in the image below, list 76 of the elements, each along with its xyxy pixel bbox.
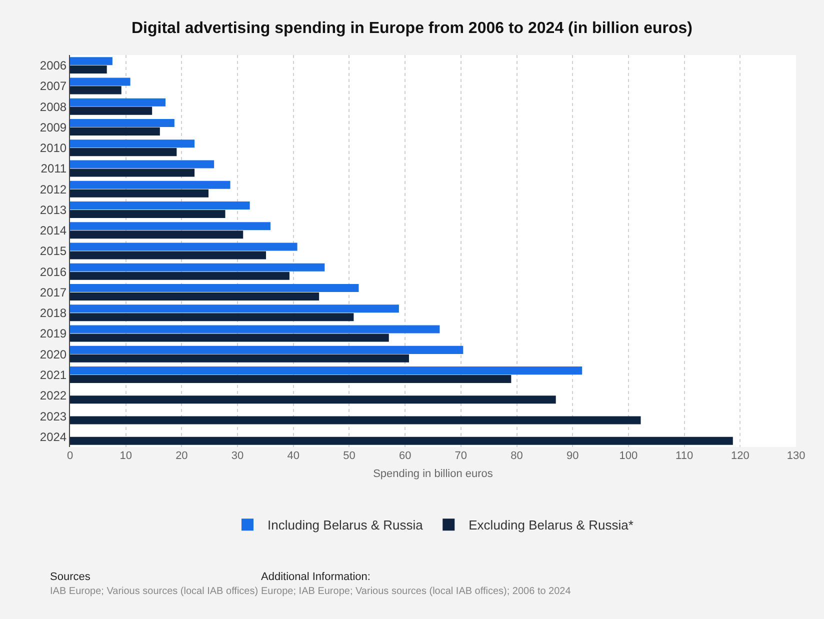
y-tick-label: 2013 <box>40 202 67 217</box>
bar <box>70 230 244 239</box>
bar <box>70 106 152 115</box>
x-tick-label: 120 <box>730 450 750 462</box>
bar <box>70 160 214 168</box>
bar <box>70 180 230 189</box>
bar <box>70 272 290 280</box>
text: Sources <box>50 571 91 583</box>
x-tick-label: 90 <box>566 450 579 462</box>
x-tick-label: 70 <box>454 450 468 462</box>
bar <box>70 86 122 94</box>
y-tick-label: 2020 <box>40 347 67 362</box>
y-tick-label: 2018 <box>40 306 67 320</box>
y-tick-label: 2022 <box>40 388 67 403</box>
text: Europe; IAB Europe; Various sources (local IAB offices); 2006 to 2024 <box>261 586 572 597</box>
chart-title: Digital advertising spending in Europe from 2006 to 2024 (in billion euros) <box>132 20 692 37</box>
legend-label: Including Belarus & Russia <box>268 518 424 533</box>
x-tick-label: 110 <box>676 450 694 462</box>
text: IAB Europe; Various sources (local IAB offices) <box>50 586 258 597</box>
bar <box>70 346 464 354</box>
bar <box>70 201 250 210</box>
y-tick-label: 2016 <box>40 264 67 279</box>
bar <box>70 375 512 384</box>
bar <box>70 57 112 66</box>
bar <box>70 263 325 272</box>
bar <box>70 334 389 342</box>
bar <box>70 354 409 362</box>
x-tick-label: 50 <box>343 450 356 462</box>
y-tick-label: 2010 <box>40 141 67 156</box>
x-tick-label: 40 <box>287 450 300 462</box>
x-tick-label: 100 <box>619 450 638 462</box>
bar <box>70 366 582 375</box>
y-tick-label: 2012 <box>40 182 67 196</box>
y-tick-label: 2008 <box>40 100 67 114</box>
x-axis-title: Spending in billion euros <box>373 468 494 480</box>
bar <box>70 436 733 445</box>
bar <box>70 118 174 127</box>
y-tick-label: 2023 <box>40 409 67 424</box>
bar <box>70 148 177 156</box>
y-tick-label: 2014 <box>40 224 67 238</box>
bar <box>70 140 195 148</box>
y-tick-label: 2021 <box>40 368 67 382</box>
x-tick-label: 10 <box>120 450 132 462</box>
bar <box>70 313 354 322</box>
bar <box>70 210 226 218</box>
bar <box>70 66 107 74</box>
bar <box>70 325 440 334</box>
bar <box>70 396 556 404</box>
bar <box>70 284 359 292</box>
y-tick-label: 2017 <box>40 285 67 300</box>
x-tick-label: 130 <box>786 450 806 462</box>
bar <box>70 168 195 177</box>
legend-label: Excluding Belarus & Russia* <box>468 518 634 533</box>
x-tick-label: 30 <box>231 450 244 462</box>
bar <box>70 242 298 251</box>
x-tick-label: 20 <box>176 450 188 462</box>
x-tick-label: 80 <box>510 450 523 462</box>
y-tick-label: 2015 <box>40 244 67 258</box>
y-tick-label: 2006 <box>40 58 67 73</box>
bar <box>70 98 166 106</box>
bar <box>70 251 266 260</box>
bar <box>70 189 208 198</box>
x-tick-label: 0 <box>66 450 74 462</box>
y-tick-label: 2007 <box>40 79 67 94</box>
y-tick-label: 2011 <box>40 162 67 176</box>
bar <box>70 416 641 424</box>
bar <box>70 78 130 86</box>
bar <box>70 222 270 230</box>
text: Additional Information: <box>261 571 370 583</box>
y-tick-label: 2024 <box>40 430 67 444</box>
y-tick-label: 2019 <box>40 326 67 341</box>
bar <box>70 304 399 313</box>
x-tick-label: 60 <box>398 450 412 462</box>
y-tick-label: 2009 <box>40 120 67 134</box>
bar <box>70 292 320 301</box>
bar <box>70 127 160 136</box>
